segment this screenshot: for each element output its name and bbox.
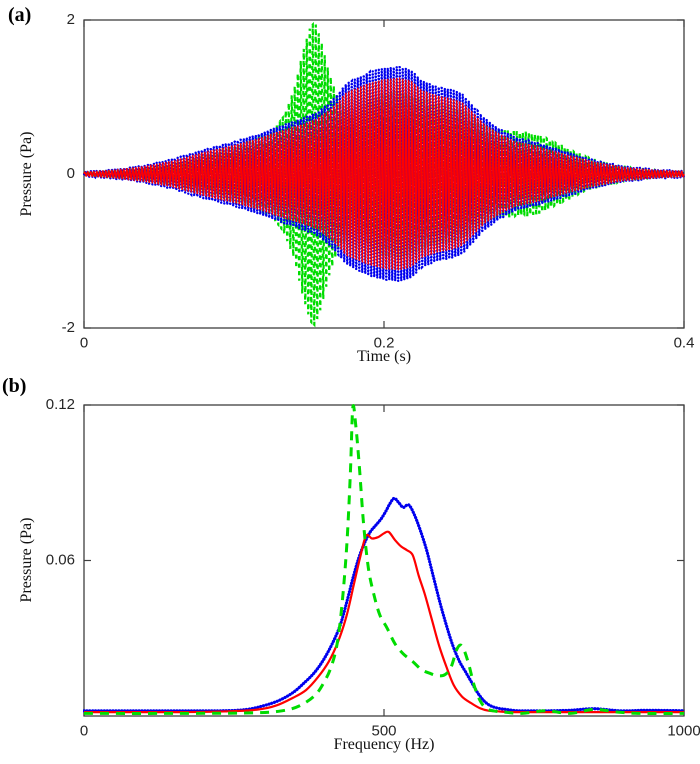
- panel-b-axes: [83, 404, 685, 717]
- panel-a-xlabel: Time (s): [356, 348, 412, 365]
- panel-a-series-red-solid: [83, 76, 685, 271]
- panel-a-y-tick-label: 2: [67, 11, 75, 28]
- panel-b-ylabel: Pressure (Pa): [18, 517, 35, 603]
- panel-b-x-tick-label: 500: [371, 722, 396, 739]
- panel-a-ylabel: Pressure (Pa): [18, 131, 35, 217]
- panel-b-series-red-solid: [83, 530, 684, 714]
- panel-b-y-tick-label: 0.12: [46, 396, 75, 413]
- panel-b-x-tick-label: 1000: [667, 722, 700, 739]
- panel-a-tag: (a): [8, 4, 32, 26]
- panel-b-tag: (b): [2, 375, 27, 397]
- panel-a-x-tick-label: 0.4: [674, 334, 695, 351]
- panel-b-x-tick-label: 0: [80, 722, 88, 739]
- panel-b-series-green-dashed: [83, 404, 685, 715]
- panel-a-y-tick-label: -2: [62, 319, 75, 336]
- panel-b-series: [83, 404, 685, 715]
- panel-b-y-tick-label: 0.06: [46, 551, 75, 568]
- panel-a-series: [83, 21, 685, 328]
- panel-b-xlabel: Frequency (Hz): [333, 736, 435, 753]
- panel-a-x-tick-label: 0.2: [374, 334, 395, 351]
- panel-a-y-tick-label: 0: [67, 165, 75, 182]
- panel-a-x-tick-label: 0: [80, 334, 88, 351]
- panel-b-series-blue-dotted: [83, 496, 685, 713]
